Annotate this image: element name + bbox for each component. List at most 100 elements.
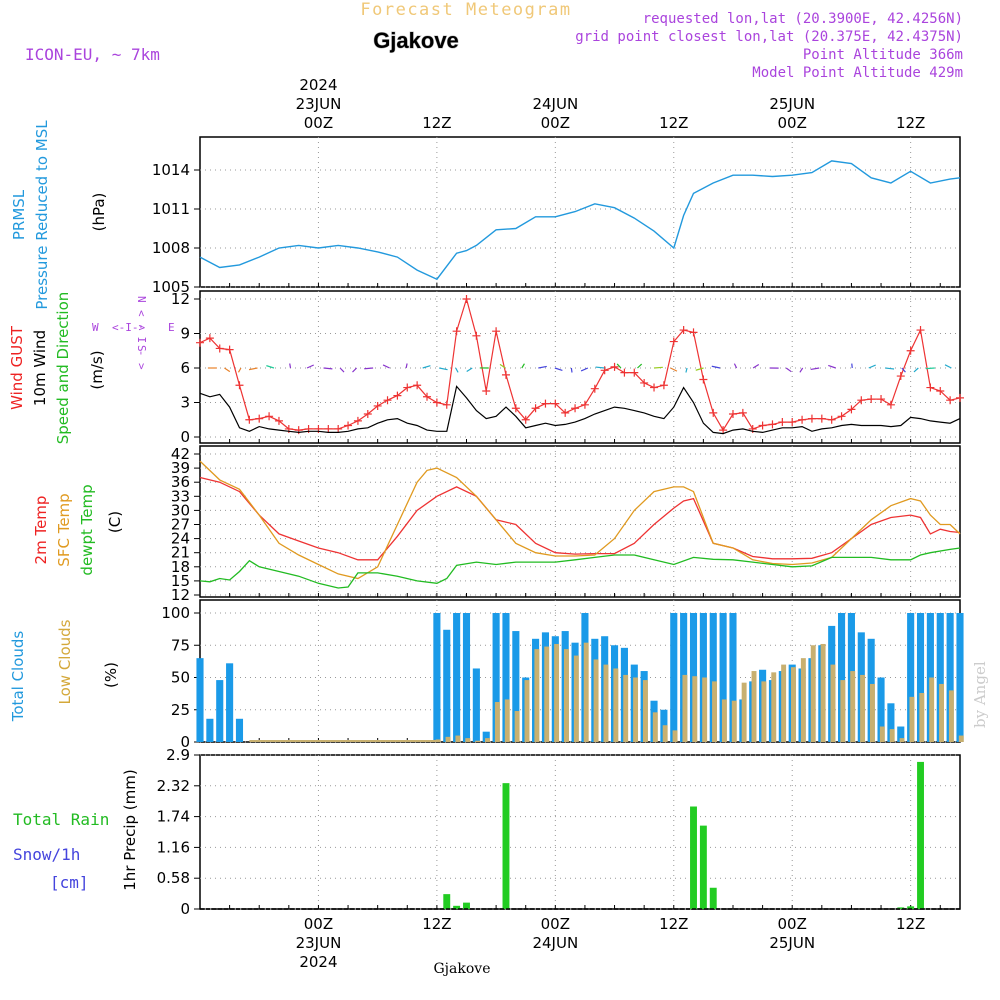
gust-marker <box>521 415 530 424</box>
low-cloud-bar <box>593 659 599 742</box>
wind-direction-arrow <box>810 367 820 371</box>
gust-marker <box>857 396 866 405</box>
panel-frame <box>199 136 961 288</box>
t2m-line <box>199 476 961 561</box>
gust-marker <box>205 334 214 343</box>
axis-side-label: Low Clouds <box>56 619 74 704</box>
wind-direction-arrow <box>439 367 448 371</box>
total-cloud-bar <box>729 613 737 742</box>
precip-side-label: [cm] <box>50 873 89 892</box>
gust-marker <box>837 412 846 421</box>
y-tick-label: 0 <box>180 733 190 751</box>
wind-direction-arrow <box>685 367 688 373</box>
gust-marker <box>817 414 826 423</box>
gust-line <box>199 296 961 432</box>
wind-direction-arrow <box>455 367 459 373</box>
low-cloud-bar <box>879 726 885 742</box>
gust-marker <box>245 415 254 424</box>
gust-marker <box>738 408 747 417</box>
gust-marker <box>610 362 619 371</box>
gust-marker <box>650 383 659 392</box>
time-axis-label: 2024 <box>299 953 337 971</box>
panel-frame <box>199 599 961 743</box>
compass-dash: < - I - > <box>135 310 148 370</box>
y-tick-label: 1005 <box>152 278 190 296</box>
compass-w: W <box>92 321 99 334</box>
low-cloud-bar <box>820 643 826 742</box>
y-tick-label: 33 <box>171 487 190 505</box>
wind-direction-arrow <box>422 365 431 369</box>
y-tick-label: 1014 <box>152 161 190 179</box>
low-cloud-bar <box>721 699 727 742</box>
y-tick-label: 0 <box>180 900 190 918</box>
y-tick-label: 75 <box>171 636 190 654</box>
wind-direction-arrow <box>595 366 605 369</box>
y-tick-label: 30 <box>171 501 190 519</box>
y-tick-label: 0 <box>180 428 190 446</box>
y-tick-label: 39 <box>171 459 190 477</box>
time-axis-label: 00Z <box>778 915 807 933</box>
low-cloud-bar <box>603 664 609 742</box>
gust-marker <box>551 399 560 408</box>
precip-panel: 0 0.58 1.16 1.74 2.32 2.9 <box>157 746 961 918</box>
total-cloud-bar <box>916 613 925 742</box>
gust-marker <box>946 396 955 405</box>
wind-line <box>199 385 961 435</box>
gust-marker <box>709 408 718 417</box>
low-cloud-bar <box>435 739 441 742</box>
gust-marker <box>867 395 876 404</box>
time-axis-label: 00Z <box>541 114 570 132</box>
gust-marker <box>393 391 402 400</box>
panel-frame <box>199 754 961 910</box>
model-label: ICON-EU, ~ 7km <box>25 45 160 64</box>
y-tick-label: 1.74 <box>157 808 190 826</box>
y-tick-label: 36 <box>171 473 190 491</box>
gust-marker <box>492 327 501 336</box>
low-cloud-bar <box>485 738 490 742</box>
gust-marker <box>432 398 441 407</box>
compass-horizontal: <-I-> <box>112 321 145 334</box>
compass-s: S <box>135 345 148 352</box>
wind-direction-arrow <box>799 367 804 373</box>
gust-marker <box>561 408 570 417</box>
gust-marker <box>571 404 580 413</box>
axis-side-label: (m/s) <box>88 350 106 389</box>
low-cloud-bar <box>919 692 925 742</box>
low-cloud-bar <box>573 655 579 742</box>
gust-marker <box>274 416 283 425</box>
precip-side-label: Snow/1h <box>13 845 80 864</box>
gust-marker <box>462 295 471 303</box>
watermark: by Angel <box>971 661 989 728</box>
gust-marker <box>482 387 491 395</box>
time-axis-label: 24JUN <box>532 934 578 952</box>
rain-bar <box>502 783 510 909</box>
pressure-line <box>199 160 961 281</box>
low-cloud-bar <box>524 680 530 742</box>
wind-direction-arrow <box>901 367 906 373</box>
gust-marker <box>225 345 234 354</box>
low-cloud-bar <box>761 681 767 742</box>
y-tick-label: 15 <box>171 572 190 590</box>
axis-side-label: PRMSL <box>10 189 28 240</box>
gust-marker <box>413 381 422 390</box>
y-tick-label: 42 <box>171 445 190 463</box>
gust-marker <box>936 387 945 395</box>
axis-side-label: Speed and Direction <box>54 292 72 445</box>
total-cloud-bar <box>946 613 954 742</box>
low-cloud-bar <box>613 668 619 742</box>
gust-marker <box>442 400 451 409</box>
total-cloud-bar <box>956 613 964 742</box>
y-tick-label: 1.16 <box>157 838 190 856</box>
low-cloud-bar <box>810 645 816 742</box>
total-cloud-bar <box>235 718 244 742</box>
wind-direction-arrow <box>499 363 506 369</box>
y-tick-label: 6 <box>180 359 190 377</box>
low-cloud-bar <box>781 664 787 742</box>
gust-marker <box>196 338 204 347</box>
rain-bar <box>690 806 697 909</box>
y-tick-label: 2.9 <box>166 746 190 764</box>
low-cloud-bar <box>751 671 757 742</box>
low-cloud-bar <box>564 649 569 742</box>
total-cloud-bar <box>206 718 214 742</box>
low-cloud-bar <box>642 680 648 742</box>
